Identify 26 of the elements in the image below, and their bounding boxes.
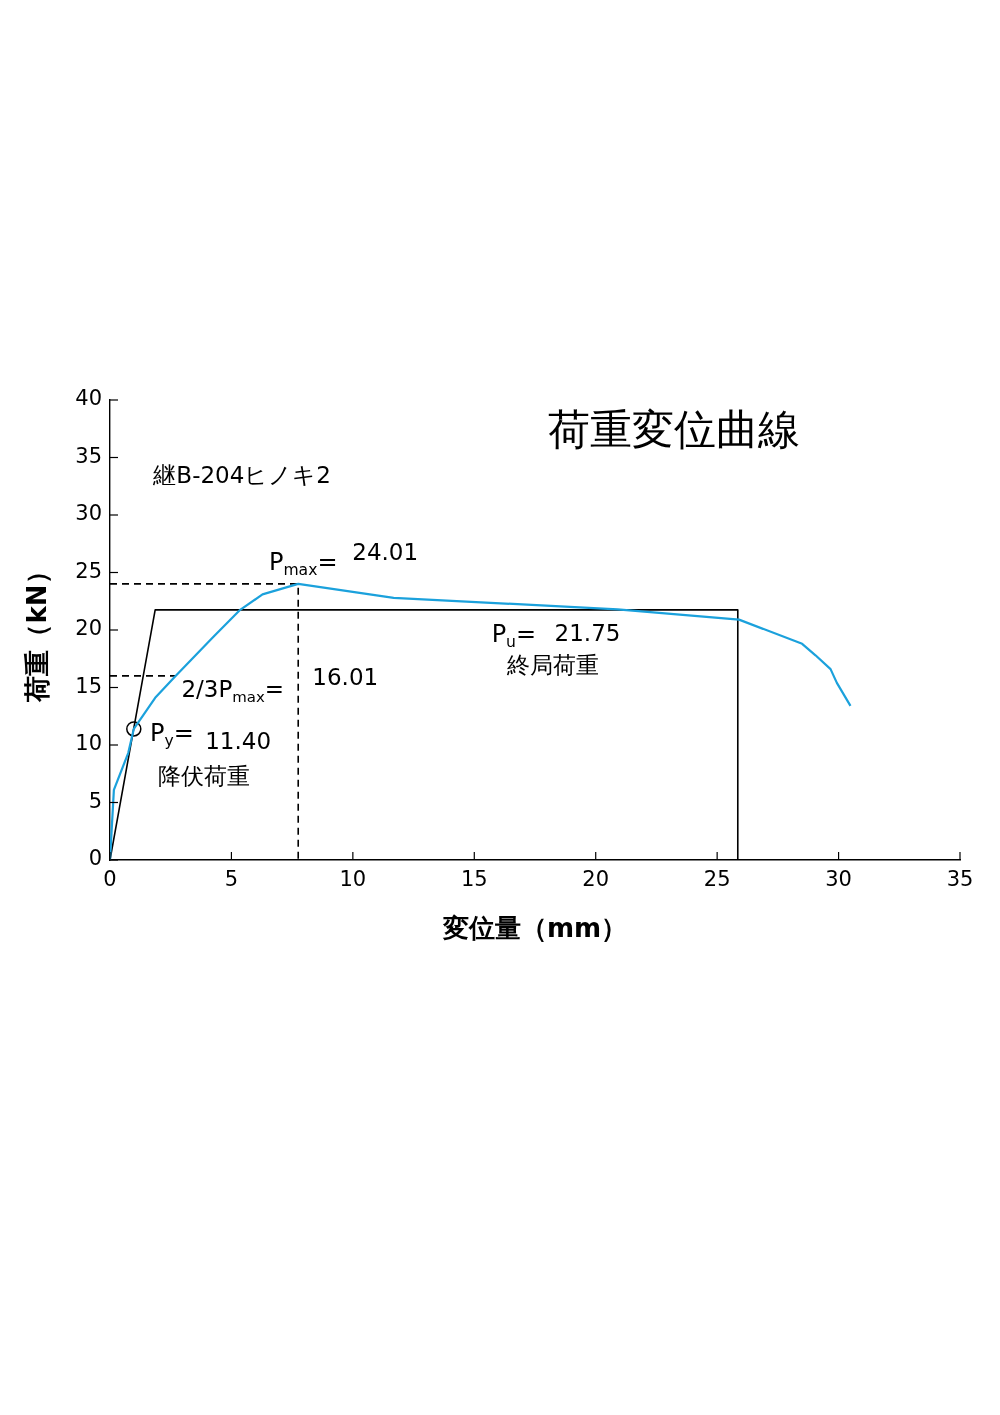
chart-title: 荷重変位曲線 xyxy=(548,405,801,455)
annotation: 終局荷重 xyxy=(505,652,599,679)
x-axis-title: 変位量（mm） xyxy=(441,913,628,944)
x-tick-label: 25 xyxy=(703,867,731,892)
annotation: 11.40 xyxy=(205,727,272,754)
y-tick-label: 0 xyxy=(88,846,102,871)
y-tick-label: 30 xyxy=(75,501,102,526)
y-tick-label: 25 xyxy=(75,558,102,583)
y-tick-label: 10 xyxy=(75,731,102,756)
y-tick-label: 40 xyxy=(75,386,102,411)
y-axis-title: 荷重（kN） xyxy=(22,558,53,703)
x-tick-label: 10 xyxy=(339,867,367,892)
x-tick-label: 5 xyxy=(224,867,239,892)
x-tick-label: 35 xyxy=(946,867,974,892)
y-tick-label: 35 xyxy=(75,443,102,468)
x-tick-label: 20 xyxy=(582,867,610,892)
annotation: 継B-204ヒノキ2 xyxy=(152,461,331,488)
y-tick-label: 5 xyxy=(88,788,102,813)
y-tick-label: 15 xyxy=(75,673,102,698)
x-tick-label: 15 xyxy=(460,867,488,892)
annotation: 降伏荷重 xyxy=(157,763,250,790)
annotation: 24.01 xyxy=(352,538,419,565)
annotation: 21.75 xyxy=(554,620,621,647)
annotation: 16.01 xyxy=(312,664,379,691)
y-tick-label: 20 xyxy=(75,616,102,641)
x-tick-label: 30 xyxy=(825,867,852,892)
